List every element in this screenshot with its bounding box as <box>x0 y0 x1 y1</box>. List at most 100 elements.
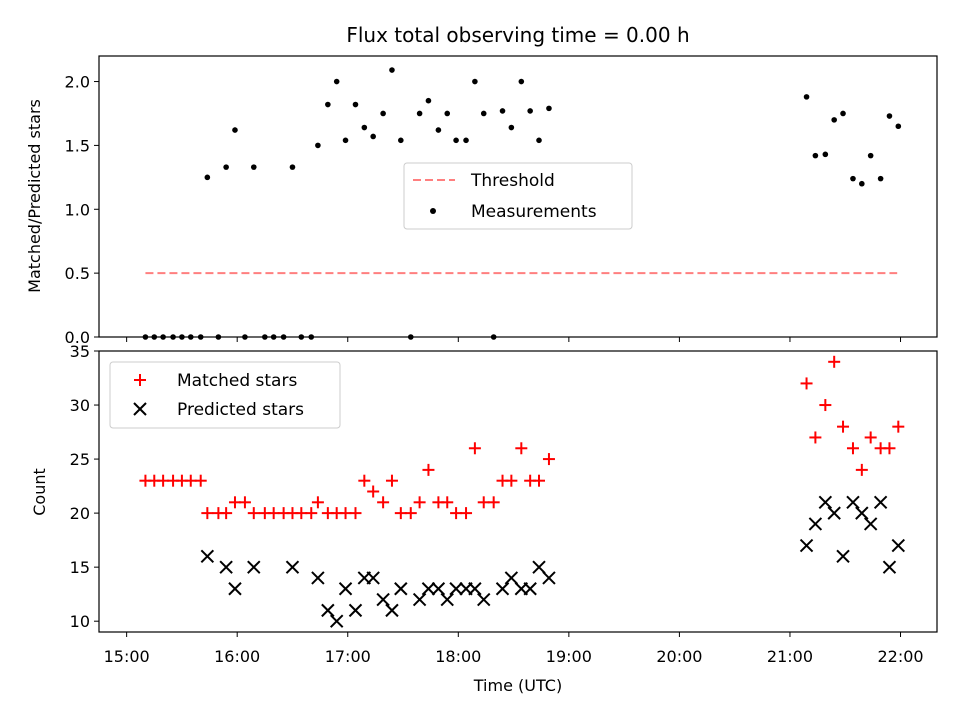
measurement-point <box>803 94 810 100</box>
legend-predicted-swatch <box>133 402 147 416</box>
measurement-point <box>472 78 478 85</box>
measurement-point <box>518 78 525 85</box>
matched-star-point <box>385 474 398 487</box>
measurement-point <box>867 152 874 159</box>
predicted-star-point <box>532 560 546 574</box>
bottom-y-tick-label: 10 <box>70 612 90 631</box>
top-x-ticks <box>126 337 902 342</box>
predicted-star-point <box>891 538 906 553</box>
predicted-star-point <box>818 495 833 510</box>
measurement-point <box>389 67 395 73</box>
measurement-point <box>315 142 321 149</box>
matched-star-point <box>828 355 841 368</box>
top-y-tick-label: 1.5 <box>65 136 90 155</box>
top-y-axis-label: Matched/Predicted stars <box>25 99 44 293</box>
matched-star-point <box>809 431 822 444</box>
matched-star-point <box>892 420 905 433</box>
matched-star-point <box>441 496 454 509</box>
predicted-star-point <box>228 582 242 596</box>
predicted-star-point <box>366 571 380 585</box>
bottom-x-ticks: 15:00 16:00 17:00 18:00 19:00 20:00 21:00 22:00 <box>104 632 924 666</box>
predicted-star-point <box>827 506 841 520</box>
matched-star-point <box>487 496 500 509</box>
legend-measurements-label: Measurements <box>471 202 597 222</box>
measurement-point <box>289 164 296 170</box>
measurement-point <box>840 110 846 117</box>
measurement-point <box>453 137 459 144</box>
matched-star-point <box>846 442 859 455</box>
predicted-star-point <box>394 582 408 596</box>
bottom-y-tick-label: 30 <box>70 396 90 415</box>
top-axes-frame <box>98 55 938 338</box>
matched-star-point <box>247 507 260 520</box>
measurement-point <box>850 175 856 182</box>
measurement-point <box>380 110 386 117</box>
bottom-legend: Matched stars Predicted stars <box>109 361 341 429</box>
measurement-point <box>370 133 376 140</box>
predicted-star-point <box>495 582 510 596</box>
top-y-ticks: 0.0 0.5 1.0 1.5 2.0 <box>65 73 99 347</box>
measurement-point <box>352 101 359 108</box>
measurement-point <box>250 164 257 170</box>
measurement-point <box>499 108 506 114</box>
top-legend: Threshold Measurements <box>403 162 633 230</box>
matched-star-point <box>358 474 371 487</box>
top-y-tick-label: 0.0 <box>65 328 90 347</box>
matched-star-point <box>800 377 813 390</box>
measurement-point <box>398 137 404 144</box>
measurement-point <box>822 151 829 158</box>
measurement-point <box>463 137 469 144</box>
predicted-star-point <box>808 517 823 531</box>
predicted-star-point <box>836 549 850 564</box>
measurement-point <box>812 152 819 159</box>
predicted-star-point <box>412 592 427 607</box>
legend-threshold-label: Threshold <box>470 171 555 191</box>
measurement-point <box>527 108 533 114</box>
predicted-star-point <box>523 582 537 596</box>
matched-star-point <box>460 507 473 520</box>
matched-star-point <box>505 474 518 487</box>
predicted-star-point <box>431 582 446 596</box>
matched-star-point <box>819 399 832 412</box>
matched-star-point <box>533 474 546 487</box>
predicted-star-point <box>321 603 335 618</box>
measurement-point <box>536 137 542 144</box>
top-y-tick-label: 1.0 <box>65 200 90 219</box>
bottom-y-tick-label: 35 <box>70 342 90 361</box>
predicted-star-point <box>247 560 261 574</box>
matched-star-point <box>515 442 528 455</box>
bottom-x-tick-label: 21:00 <box>767 647 813 666</box>
measurement-point <box>831 117 837 123</box>
measurement-point <box>232 127 238 133</box>
matched-star-point <box>220 507 233 520</box>
bottom-panel: 10 15 20 25 30 35 15:00 16:00 17:00 18:00 19:00 20… <box>30 342 938 695</box>
matched-star-point <box>349 507 362 520</box>
bottom-y-tick-label: 25 <box>70 450 90 469</box>
bottom-axes-frame <box>98 350 938 633</box>
measurement-point <box>886 113 893 119</box>
predicted-star-point <box>882 560 897 574</box>
matched-star-point <box>468 442 481 455</box>
measurement-point <box>416 110 423 117</box>
predicted-star-point <box>468 582 482 596</box>
legend-measurements-swatch <box>430 208 436 214</box>
legend-matched-label: Matched stars <box>177 371 297 391</box>
predicted-star-point <box>329 614 344 628</box>
matched-star-point <box>422 463 435 476</box>
predicted-star-point <box>449 582 463 596</box>
top-y-tick-label: 0.5 <box>65 264 90 283</box>
bottom-x-tick-label: 20:00 <box>656 647 702 666</box>
predicted-star-point <box>846 495 860 510</box>
bottom-x-tick-label: 15:00 <box>104 647 150 666</box>
matched-star-point <box>883 442 896 455</box>
matched-star-point <box>377 496 390 509</box>
bottom-y-tick-label: 20 <box>70 504 90 523</box>
predicted-star-point <box>219 560 233 574</box>
measurement-point <box>333 78 340 85</box>
matched-star-point <box>855 463 868 476</box>
predicted-star-point <box>338 582 353 596</box>
matched-star-point <box>305 507 318 520</box>
measurement-point <box>435 127 442 133</box>
bottom-legend-box <box>109 361 341 429</box>
